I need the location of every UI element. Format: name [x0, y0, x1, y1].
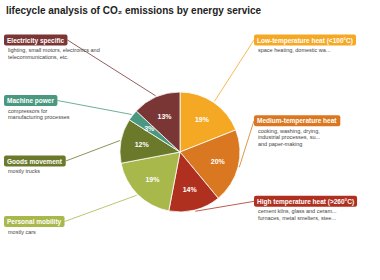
leader-line	[57, 101, 131, 115]
callout: Medium-temperature heat cooking, washing,…	[254, 115, 340, 147]
callout: Goods movement mostly trucks	[4, 156, 66, 175]
callout-box	[4, 216, 65, 227]
pie	[120, 92, 240, 212]
title: lifecycle analysis of CO₂ emissions by e…	[6, 5, 262, 16]
callout-box	[4, 95, 57, 106]
annotation: space heating, domestic wa...	[258, 47, 331, 53]
category-label: Goods movement	[7, 158, 63, 165]
annotation-line: cement kilns, glass and ceram...	[258, 208, 337, 214]
data-label: 14%	[183, 186, 198, 193]
annotation-line: furnaces, metal smelters, stee...	[258, 215, 336, 221]
data-label: 19%	[195, 116, 210, 123]
annotation-line: mostly trucks	[8, 168, 40, 174]
data-label: 19%	[145, 176, 160, 183]
category-label: Low-temperature heat (<100°C)	[257, 37, 353, 45]
category-label: Electricity specific	[7, 37, 64, 45]
annotation-line: lighting, small motors, electronics and	[8, 47, 100, 53]
annotation-line: manufacturing processes	[8, 114, 70, 120]
callout-box	[254, 196, 357, 207]
annotation: cooking, washing, drying,industrial proc…	[258, 128, 321, 147]
data-labels: 19% 20% 14% 19% 12% 3%13%	[135, 113, 226, 194]
category-label: High temperature heat (>260°C)	[257, 198, 354, 206]
category-label: Personal mobility	[7, 218, 62, 226]
callout: Machine power compressors formanufacturin…	[4, 95, 70, 120]
annotation-line: telecommunications, etc.	[8, 54, 69, 60]
annotation-line: compressors for	[8, 108, 48, 114]
annotation: lighting, small motors, electronics andt…	[8, 47, 100, 60]
leader-line	[214, 40, 254, 101]
data-label: 20%	[211, 158, 226, 165]
leader-line	[195, 201, 254, 211]
leader-line	[66, 141, 120, 161]
callouts: Low-temperature heat (<100°C) space heati…	[4, 35, 357, 235]
annotation: mostly cars	[8, 229, 36, 235]
category-label: Machine power	[7, 97, 54, 105]
chart: lifecycle analysis of CO₂ emissions by e…	[0, 0, 380, 280]
data-label: 12%	[135, 141, 150, 148]
callout-box	[254, 35, 356, 46]
callout-box	[4, 35, 67, 46]
callout-box	[4, 156, 66, 167]
leader-line	[239, 121, 254, 168]
callout-box	[254, 115, 340, 126]
annotation-line: cooking, washing, drying,	[258, 128, 320, 134]
annotation: cement kilns, glass and ceram...furnaces…	[258, 208, 337, 221]
annotation: mostly trucks	[8, 168, 40, 174]
annotation-line: industrial processes, su...	[258, 134, 321, 140]
data-label: 3%	[144, 125, 155, 132]
leader-lines	[57, 40, 254, 222]
callout: Personal mobility mostly cars	[4, 216, 65, 235]
annotation-line: and paper-making	[258, 141, 302, 147]
callout: Electricity specific lighting, small moto…	[4, 35, 100, 60]
annotation: compressors formanufacturing processes	[8, 108, 70, 121]
callout: Low-temperature heat (<100°C) space heati…	[254, 35, 356, 54]
leader-line	[65, 195, 137, 221]
category-label: Medium-temperature heat	[257, 117, 337, 125]
callout: High temperature heat (>260°C) cement kil…	[254, 196, 357, 221]
annotation-line: space heating, domestic wa...	[258, 47, 331, 53]
annotation-line: mostly cars	[8, 229, 36, 235]
data-label: 13%	[158, 113, 173, 120]
